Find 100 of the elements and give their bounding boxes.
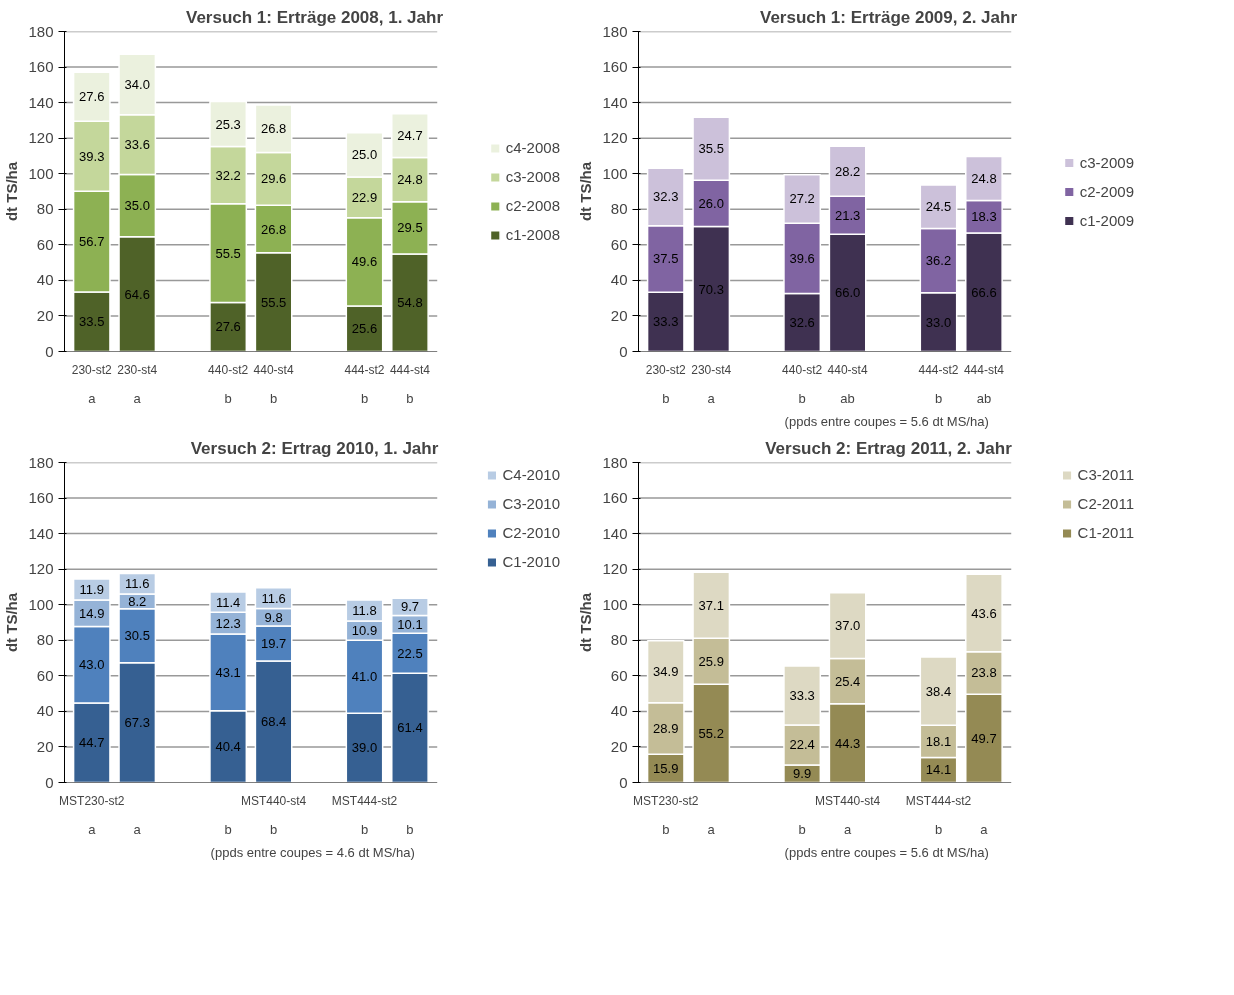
- text: ab: [840, 390, 855, 406]
- legend-label: c2-2009: [1079, 182, 1134, 200]
- legend-label: c1-2008: [505, 226, 560, 243]
- data-label: 27.6: [215, 319, 241, 335]
- text: a: [88, 821, 97, 837]
- data-label: 32.6: [789, 315, 815, 331]
- data-label: 9.8: [264, 609, 283, 625]
- data-label: 29.6: [260, 171, 287, 187]
- x-tick-label: 440-st4: [827, 362, 868, 377]
- data-label: 61.4: [397, 720, 423, 736]
- text: a: [133, 821, 142, 837]
- legend-label: C3-2011: [1077, 466, 1134, 483]
- y-tick-label: 100: [602, 164, 628, 182]
- y-tick-label: 80: [610, 200, 628, 218]
- text: a: [980, 821, 989, 837]
- y-tick-label: 60: [36, 666, 54, 684]
- data-label: 19.7: [260, 635, 287, 651]
- data-label: 37.0: [834, 618, 861, 634]
- text: a: [707, 390, 716, 406]
- x-tick-label: 440-st2: [782, 362, 823, 377]
- data-label: 11.6: [125, 576, 150, 592]
- text: b: [269, 821, 278, 837]
- data-label: 10.1: [397, 616, 423, 632]
- data-label: 30.5: [124, 628, 150, 644]
- data-label: 49.6: [351, 254, 378, 270]
- legend-label: C4-2010: [502, 466, 560, 483]
- data-label: 23.8: [971, 665, 997, 681]
- y-tick-label: 80: [610, 631, 628, 649]
- x-tick-label: 444-st4: [963, 362, 1005, 377]
- data-label: 10.9: [351, 623, 378, 639]
- y-tick-label: 40: [610, 271, 628, 289]
- y-tick-label: 140: [602, 93, 628, 111]
- y-tick-label: 120: [28, 560, 54, 578]
- data-label: 22.4: [789, 737, 815, 753]
- data-label: 11.6: [261, 590, 286, 606]
- text: a: [133, 390, 142, 406]
- y-tick-label: 20: [36, 306, 54, 324]
- x-tick-label: MST440-st4: [240, 793, 307, 808]
- data-label: 37.5: [653, 251, 679, 267]
- chart-title: Versuch 2: Ertrag 2010, 1. Jahr: [190, 438, 439, 458]
- text: a: [843, 821, 852, 837]
- text: a: [88, 390, 97, 406]
- legend-label: C1-2010: [502, 553, 560, 570]
- x-tick-label: MST444-st2: [905, 793, 972, 808]
- y-tick-label: 120: [28, 129, 54, 147]
- y-tick-label: 180: [28, 22, 54, 40]
- data-label: 39.6: [789, 250, 815, 266]
- data-label: 55.5: [260, 294, 287, 310]
- y-tick-label: 160: [28, 489, 54, 507]
- legend-label: C2-2010: [502, 524, 560, 541]
- y-tick-label: 120: [602, 560, 628, 578]
- data-label: 24.8: [397, 172, 423, 188]
- text: (ppds entre coupes = 5.6 dt MS/ha): [784, 413, 989, 429]
- x-tick-label: 230-st4: [691, 362, 732, 377]
- text: b: [406, 821, 414, 837]
- text: b: [662, 821, 670, 837]
- data-label: 25.6: [351, 321, 378, 337]
- y-tick-label: 40: [610, 702, 628, 720]
- data-label: 25.3: [215, 116, 241, 132]
- text: ab: [976, 390, 992, 406]
- data-label: 40.4: [215, 739, 241, 755]
- data-label: 22.9: [351, 189, 378, 205]
- data-label: 24.7: [397, 128, 423, 144]
- x-tick-label: MST440-st4: [814, 793, 881, 808]
- y-tick-label: 140: [602, 524, 628, 542]
- y-tick-label: 140: [28, 93, 54, 111]
- y-tick-label: 180: [28, 453, 54, 471]
- data-label: 26.8: [260, 221, 287, 237]
- text: (ppds entre coupes = 5.6 dt MS/ha): [784, 844, 989, 860]
- legend-label: c3-2008: [505, 168, 560, 185]
- y-tick-label: 160: [28, 58, 54, 76]
- text: b: [662, 390, 670, 406]
- legend-label: C1-2011: [1077, 524, 1134, 541]
- text: (ppds entre coupes = 4.6 dt MS/ha): [210, 844, 415, 860]
- text: b: [934, 390, 943, 406]
- data-label: 11.8: [352, 602, 377, 618]
- data-label: 32.2: [215, 167, 241, 183]
- text: b: [798, 821, 806, 837]
- data-label: 39.0: [351, 740, 378, 756]
- data-label: 28.9: [653, 721, 679, 737]
- data-label: 54.8: [397, 295, 423, 311]
- y-tick-label: 60: [610, 235, 628, 253]
- y-tick-label: 80: [36, 200, 54, 218]
- x-tick-label: 444-st4: [389, 362, 431, 377]
- y-axis-title: dt TS/ha: [577, 592, 595, 653]
- data-label: 44.7: [79, 735, 105, 751]
- y-tick-label: 160: [602, 58, 628, 76]
- data-label: 66.6: [971, 284, 997, 300]
- y-tick-label: 160: [602, 489, 628, 507]
- data-label: 70.3: [698, 281, 724, 297]
- data-label: 36.2: [925, 253, 952, 269]
- y-tick-label: 0: [45, 773, 54, 791]
- data-label: 24.8: [971, 171, 997, 187]
- data-label: 34.9: [653, 664, 679, 680]
- data-label: 35.5: [698, 141, 724, 157]
- y-tick-label: 20: [36, 737, 54, 755]
- y-tick-label: 60: [36, 235, 54, 253]
- data-label: 33.5: [79, 314, 105, 330]
- text: b: [360, 821, 369, 837]
- x-tick-label: 440-st4: [253, 362, 294, 377]
